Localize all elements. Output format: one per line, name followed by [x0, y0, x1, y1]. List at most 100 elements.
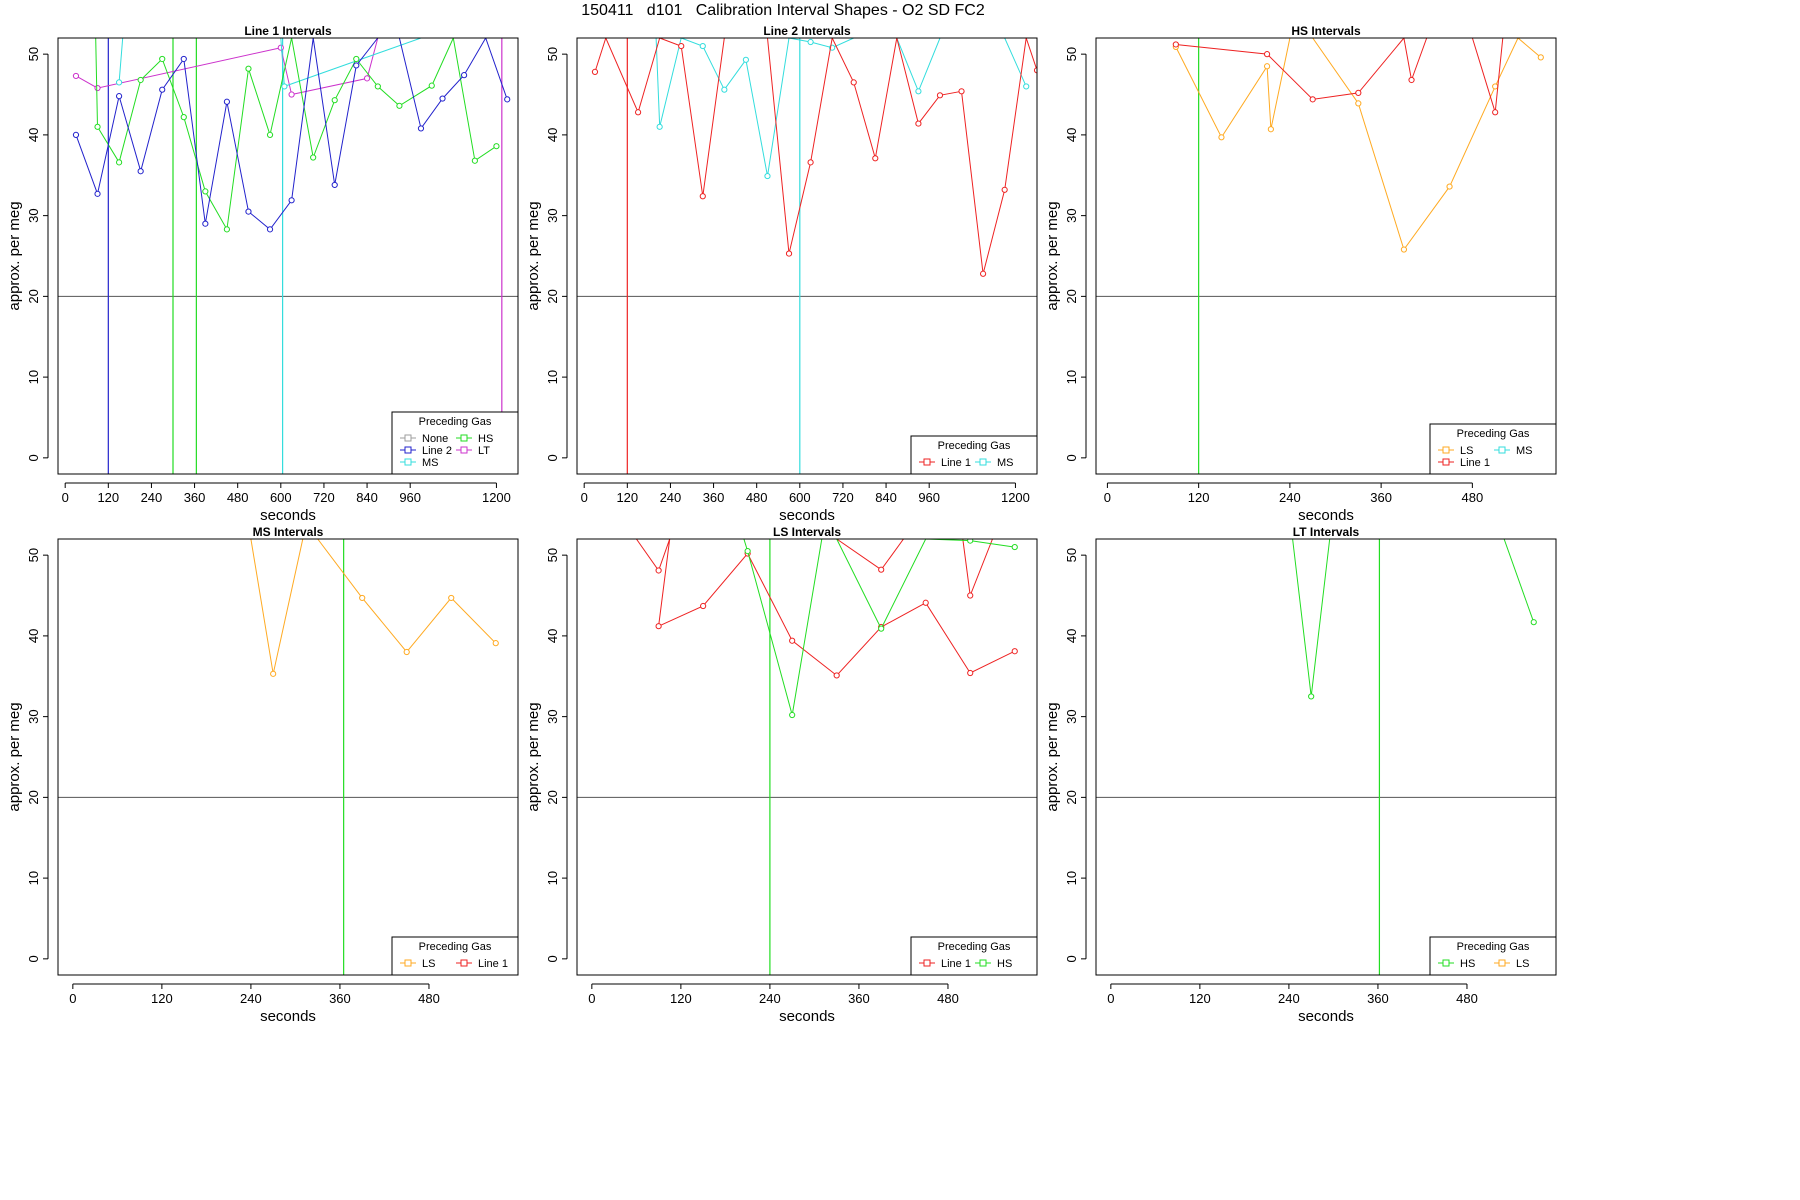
- legend-label: MS: [997, 457, 1014, 469]
- legend-swatch: [979, 458, 987, 466]
- x-tick-label: 480: [1456, 991, 1478, 1006]
- plot-frame: [576, 37, 1038, 475]
- data-point: [1001, 186, 1008, 193]
- x-tick-label: 480: [1462, 490, 1484, 505]
- x-axis-label: seconds: [1298, 1008, 1354, 1025]
- x-tick-label: 120: [97, 490, 119, 505]
- series-line: [743, 539, 1015, 716]
- chart-grid: Line 1 Intervals 0 120 240 360 480 600 720 840 96…: [6, 24, 1557, 1025]
- y-tick-label: 40: [1064, 128, 1079, 142]
- legend-title: Preceding Gas: [938, 941, 1011, 953]
- legend-label: Line 1: [941, 457, 971, 469]
- data-point: [1263, 63, 1271, 70]
- chart-panel: Line 2 Intervals 0 120 240 360 480 600 720 840 96…: [525, 24, 1038, 524]
- y-tick-label: 20: [26, 790, 41, 804]
- y-axis-label: approx. per meg: [6, 201, 23, 310]
- y-tick-label: 10: [1064, 871, 1079, 885]
- legend-label: Line 1: [941, 958, 971, 970]
- x-tick-label: 1200: [1001, 490, 1030, 505]
- chart-panel: HS Intervals 0 120 240 360 480 seconds 0 10 20 30 4…: [1044, 24, 1557, 524]
- data-point: [1537, 54, 1544, 61]
- data-point: [634, 109, 642, 116]
- x-tick-label: 240: [759, 991, 781, 1006]
- legend-label: LT: [478, 445, 490, 457]
- figure-title: 150411 d101 Calibration Interval Shapes …: [581, 2, 985, 19]
- data-point: [1263, 51, 1271, 58]
- legend-box: [391, 411, 519, 475]
- y-tick-label: 30: [1064, 709, 1079, 723]
- data-point: [137, 76, 144, 84]
- legend: Preceding Gas None HS Line 2 LT MS: [391, 411, 519, 475]
- x-axis-label: seconds: [1298, 507, 1354, 524]
- legend-title: Preceding Gas: [419, 941, 492, 953]
- x-tick-label: 600: [789, 490, 811, 505]
- data-point: [266, 131, 274, 138]
- y-tick-label: 20: [1064, 790, 1079, 804]
- data-point: [277, 44, 284, 51]
- x-tick-label: 0: [69, 991, 76, 1006]
- data-point: [353, 55, 360, 63]
- legend: Preceding Gas LS MS Line 1: [1429, 423, 1557, 475]
- data-point: [785, 250, 793, 257]
- legend-box: [391, 936, 519, 976]
- y-tick-label: 20: [545, 790, 560, 804]
- x-tick-label: 360: [703, 490, 725, 505]
- x-tick-label: 720: [832, 490, 854, 505]
- x-tick-label: 120: [616, 490, 638, 505]
- series-line: [75, 38, 379, 96]
- data-point: [72, 131, 80, 138]
- legend-label: Line 1: [478, 958, 508, 970]
- x-axis-label: seconds: [260, 507, 316, 524]
- x-tick-label: 240: [141, 490, 163, 505]
- legend-box: [910, 435, 1038, 475]
- data-point: [1355, 100, 1362, 107]
- legend-swatch: [1498, 959, 1506, 967]
- x-tick-label: 240: [1278, 991, 1300, 1006]
- legend-title: Preceding Gas: [419, 416, 492, 428]
- x-tick-label: 360: [184, 490, 206, 505]
- data-point: [137, 168, 144, 175]
- chart-panel: LT Intervals 0 120 240 360 480 seconds 0 10 20 30 4…: [1044, 525, 1557, 1025]
- y-tick-label: 0: [1064, 454, 1079, 461]
- panel-title: Line 2 Intervals: [763, 24, 851, 38]
- data-point: [1218, 134, 1225, 141]
- data-point: [936, 92, 944, 99]
- data-point: [721, 86, 728, 93]
- data-point: [789, 711, 796, 719]
- chart-panel: LS Intervals 0 120 240 360 480 seconds 0 10 20 30 4…: [525, 525, 1038, 1025]
- data-point: [878, 625, 885, 632]
- y-tick-label: 40: [26, 128, 41, 142]
- y-tick-label: 10: [545, 370, 560, 384]
- y-tick-label: 0: [545, 454, 560, 461]
- data-point: [1530, 619, 1537, 626]
- data-point: [94, 190, 101, 197]
- x-tick-label: 360: [848, 991, 870, 1006]
- x-axis-label: seconds: [260, 1008, 316, 1025]
- legend-label: LS: [1460, 445, 1473, 457]
- data-point: [1308, 693, 1315, 700]
- data-point: [872, 155, 879, 162]
- data-point: [72, 72, 80, 80]
- x-tick-label: 480: [418, 991, 440, 1006]
- series-line: [635, 539, 1015, 677]
- y-tick-label: 10: [1064, 370, 1079, 384]
- y-tick-label: 30: [26, 709, 41, 723]
- data-point: [1355, 89, 1362, 97]
- legend-label: LS: [422, 958, 435, 970]
- legend-box: [1429, 936, 1557, 976]
- data-point: [1492, 83, 1499, 90]
- legend-swatch: [923, 458, 931, 466]
- data-point: [1011, 543, 1018, 551]
- series-line: [1292, 539, 1331, 697]
- x-axis-label: seconds: [779, 507, 835, 524]
- chart-panel: Line 1 Intervals 0 120 240 360 480 600 720 840 96…: [6, 24, 519, 524]
- y-tick-label: 20: [1064, 289, 1079, 303]
- data-point: [764, 172, 771, 180]
- y-tick-label: 10: [26, 370, 41, 384]
- data-point: [1033, 67, 1037, 74]
- plot-area: [58, 539, 518, 975]
- data-point: [363, 75, 371, 82]
- data-point: [915, 88, 922, 95]
- legend-label: Line 1: [1460, 457, 1490, 469]
- data-point: [374, 83, 381, 90]
